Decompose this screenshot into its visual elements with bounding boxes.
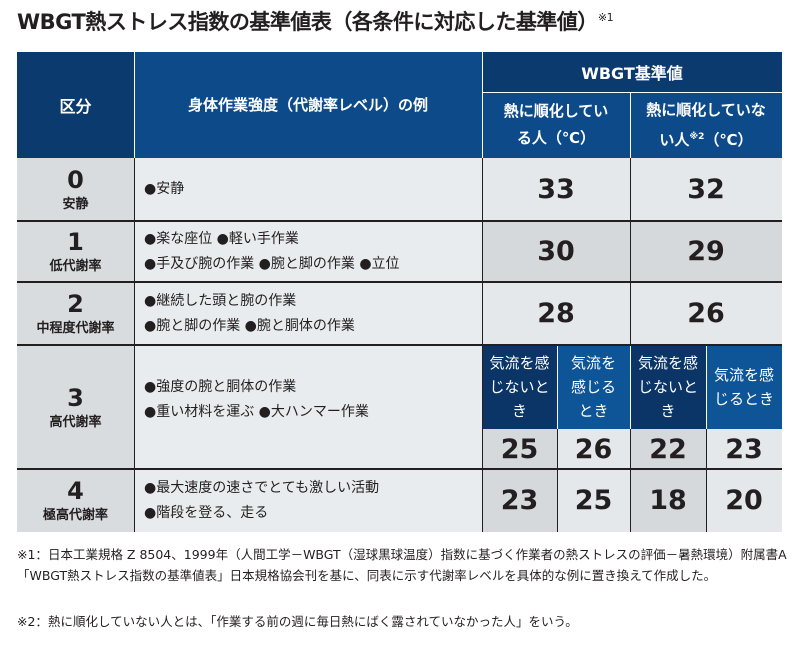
divider (17, 220, 782, 222)
divider (706, 429, 707, 532)
category-3: 3 高代謝率 (17, 345, 134, 469)
divider (557, 429, 558, 532)
divider (630, 92, 631, 158)
value-4-b: 25 (557, 469, 630, 532)
category-2: 2 中程度代謝率 (17, 282, 134, 345)
header-category: 区分 (17, 52, 134, 158)
airflow-no-header-2: 気流を感じないとき (630, 345, 706, 429)
value-4-a: 23 (482, 469, 557, 532)
examples-0: ●安静 (134, 158, 482, 221)
page-title: WBGT熱ストレス指数の基準値表（各条件に対応した基準値）※1 (17, 10, 614, 34)
examples-1: ●楽な座位 ●軽い手作業 ●手及び腕の作業 ●腕と脚の作業 ●立位 (134, 221, 482, 282)
header-acclimatized: 熱に順化している人（℃） (482, 92, 630, 158)
value-not-acclimatized-2: 26 (630, 282, 782, 345)
header-activity: 身体作業強度（代謝率レベル）の例 (134, 52, 482, 158)
airflow-yes-header-1: 気流を感じるとき (557, 345, 630, 429)
value-not-acclimatized-1: 29 (630, 221, 782, 282)
airflow-no-header-1: 気流を感じないとき (482, 345, 557, 429)
divider (17, 281, 782, 283)
value-3-c: 22 (630, 429, 706, 469)
divider (706, 345, 707, 429)
value-3-d: 23 (706, 429, 782, 469)
value-acclimatized-2: 28 (482, 282, 630, 345)
divider (17, 468, 782, 470)
divider (630, 345, 631, 429)
category-0: 0 安静 (17, 158, 134, 221)
divider (134, 52, 135, 158)
value-4-c: 18 (630, 469, 706, 532)
divider (482, 92, 782, 93)
value-4-d: 20 (706, 469, 782, 532)
divider (17, 344, 782, 346)
divider (482, 52, 483, 158)
footnote-2: ※2：熱に順化していない人とは、「作業する前の週に毎日熱にばく露されていなかった… (17, 614, 578, 629)
airflow-yes-header-2: 気流を感じるとき (706, 345, 782, 429)
header-wbgt: WBGT基準値 (482, 52, 782, 92)
value-not-acclimatized-0: 32 (630, 158, 782, 221)
divider (630, 158, 631, 345)
value-3-b: 26 (557, 429, 630, 469)
value-acclimatized-1: 30 (482, 221, 630, 282)
examples-3: ●強度の腕と胴体の作業 ●重い材料を運ぶ ●大ハンマー作業 (134, 345, 482, 469)
value-3-a: 25 (482, 429, 557, 469)
divider (630, 429, 631, 532)
examples-4: ●最大速度の速さでとても激しい活動 ●階段を登る、走る (134, 469, 482, 532)
divider (557, 345, 558, 429)
examples-2: ●継続した頭と腕の作業 ●腕と脚の作業 ●腕と胴体の作業 (134, 282, 482, 345)
category-4: 4 極高代謝率 (17, 469, 134, 532)
header-not-acclimatized: 熱に順化していない人※2（℃） (630, 92, 782, 158)
footnote-1: ※1：日本工業規格 Z 8504、1999年（人間工学－WBGT（湿球黒球温度）… (17, 547, 787, 583)
category-1: 1 低代謝率 (17, 221, 134, 282)
value-acclimatized-0: 33 (482, 158, 630, 221)
